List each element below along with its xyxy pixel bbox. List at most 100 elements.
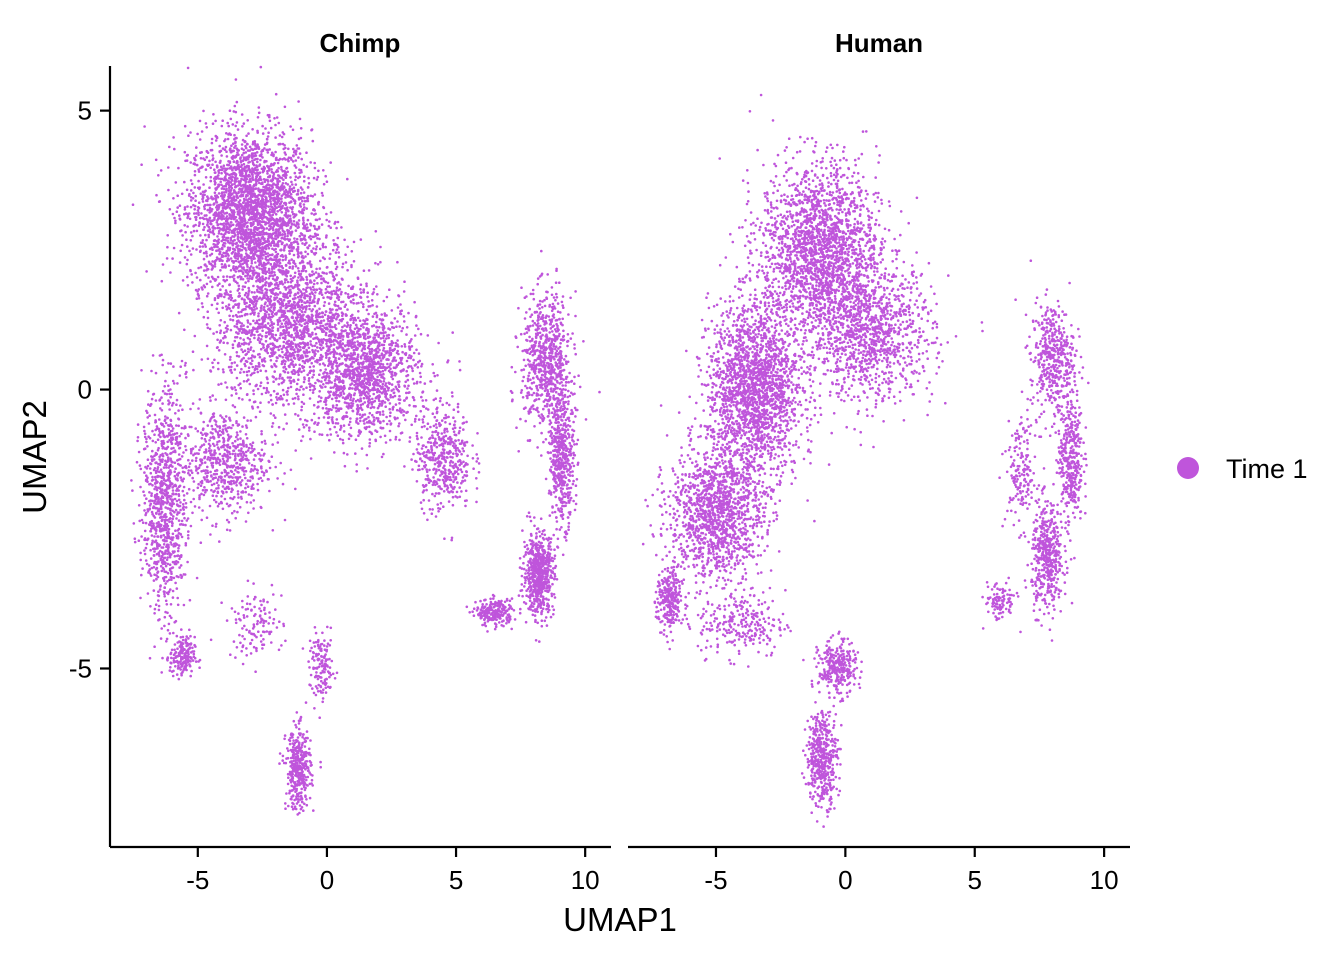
scatter-point <box>155 193 158 197</box>
scatter-point <box>395 325 398 329</box>
scatter-point <box>371 304 374 307</box>
scatter-point <box>281 376 284 380</box>
scatter-point <box>204 122 208 125</box>
scatter-point <box>296 285 299 288</box>
scatter-point <box>243 260 246 263</box>
scatter-point <box>241 288 244 291</box>
scatter-point <box>211 158 214 162</box>
scatter-point <box>307 377 311 380</box>
scatter-point <box>249 356 253 360</box>
scatter-point <box>286 280 290 284</box>
scatter-point <box>234 185 238 188</box>
scatter-point <box>302 163 306 167</box>
scatter-point <box>212 232 216 236</box>
scatter-point <box>171 212 175 216</box>
scatter-point <box>270 205 274 209</box>
scatter-point <box>270 168 273 171</box>
scatter-point <box>261 257 264 260</box>
scatter-point <box>273 196 276 200</box>
scatter-point <box>293 396 297 400</box>
scatter-point <box>196 206 200 209</box>
scatter-point <box>244 173 248 176</box>
scatter-point <box>274 401 278 405</box>
scatter-point <box>193 208 196 211</box>
scatter-point <box>329 252 332 256</box>
scatter-point <box>225 275 229 278</box>
scatter-point <box>262 192 265 196</box>
scatter-point <box>283 413 287 416</box>
scatter-point <box>405 333 408 336</box>
scatter-point <box>219 180 222 184</box>
scatter-point <box>200 130 204 133</box>
scatter-point <box>313 422 316 425</box>
scatter-point <box>259 158 262 162</box>
scatter-point <box>360 349 364 352</box>
scatter-point <box>166 234 169 237</box>
scatter-point <box>263 160 266 164</box>
scatter-point <box>193 186 197 189</box>
scatter-point <box>265 331 268 335</box>
scatter-point <box>216 235 219 238</box>
scatter-point <box>256 168 259 171</box>
scatter-point <box>249 186 253 189</box>
panel-title-chimp: Chimp <box>320 28 401 58</box>
scatter-point <box>248 174 251 178</box>
scatter-point <box>340 354 344 358</box>
scatter-point <box>293 327 297 330</box>
scatter-point <box>237 163 240 167</box>
scatter-point <box>346 177 349 181</box>
scatter-point <box>252 184 255 188</box>
scatter-point <box>168 145 171 149</box>
scatter-point <box>358 413 362 416</box>
scatter-point <box>228 283 231 286</box>
scatter-point <box>287 402 290 406</box>
scatter-point <box>208 211 211 214</box>
scatter-point <box>207 197 210 200</box>
scatter-point <box>250 333 253 336</box>
scatter-point <box>278 202 282 206</box>
scatter-point <box>272 172 276 176</box>
scatter-point <box>217 383 220 386</box>
scatter-point <box>205 126 208 129</box>
scatter-point <box>200 302 204 305</box>
scatter-point <box>256 203 260 207</box>
scatter-point <box>201 222 205 226</box>
scatter-point <box>299 333 303 337</box>
scatter-point <box>316 233 320 237</box>
scatter-point <box>280 194 284 198</box>
scatter-point <box>255 250 258 253</box>
scatter-point <box>234 141 237 145</box>
scatter-point <box>209 220 213 223</box>
scatter-point <box>240 113 244 116</box>
scatter-point <box>222 226 226 230</box>
scatter-point <box>240 193 243 196</box>
scatter-point <box>257 197 260 201</box>
scatter-point <box>274 279 277 282</box>
scatter-point <box>312 282 316 286</box>
scatter-point <box>253 368 257 372</box>
scatter-point <box>264 263 268 266</box>
scatter-point <box>347 437 351 441</box>
scatter-point <box>302 313 305 317</box>
scatter-point <box>279 254 283 258</box>
scatter-point <box>274 237 278 240</box>
scatter-point <box>207 276 210 279</box>
scatter-point <box>189 268 192 272</box>
scatter-point <box>259 215 263 219</box>
scatter-point <box>324 368 328 371</box>
scatter-point <box>279 298 283 301</box>
scatter-point <box>280 322 284 326</box>
scatter-point <box>405 374 408 378</box>
scatter-point <box>291 342 294 345</box>
scatter-point <box>236 302 240 306</box>
scatter-point <box>278 208 282 212</box>
scatter-point <box>228 216 231 220</box>
scatter-point <box>226 341 229 345</box>
scatter-point <box>265 199 269 203</box>
scatter-point <box>274 136 277 139</box>
scatter-point <box>186 225 189 228</box>
scatter-point <box>206 203 209 207</box>
scatter-point <box>332 343 336 346</box>
scatter-point <box>319 274 323 278</box>
scatter-point <box>346 293 350 296</box>
